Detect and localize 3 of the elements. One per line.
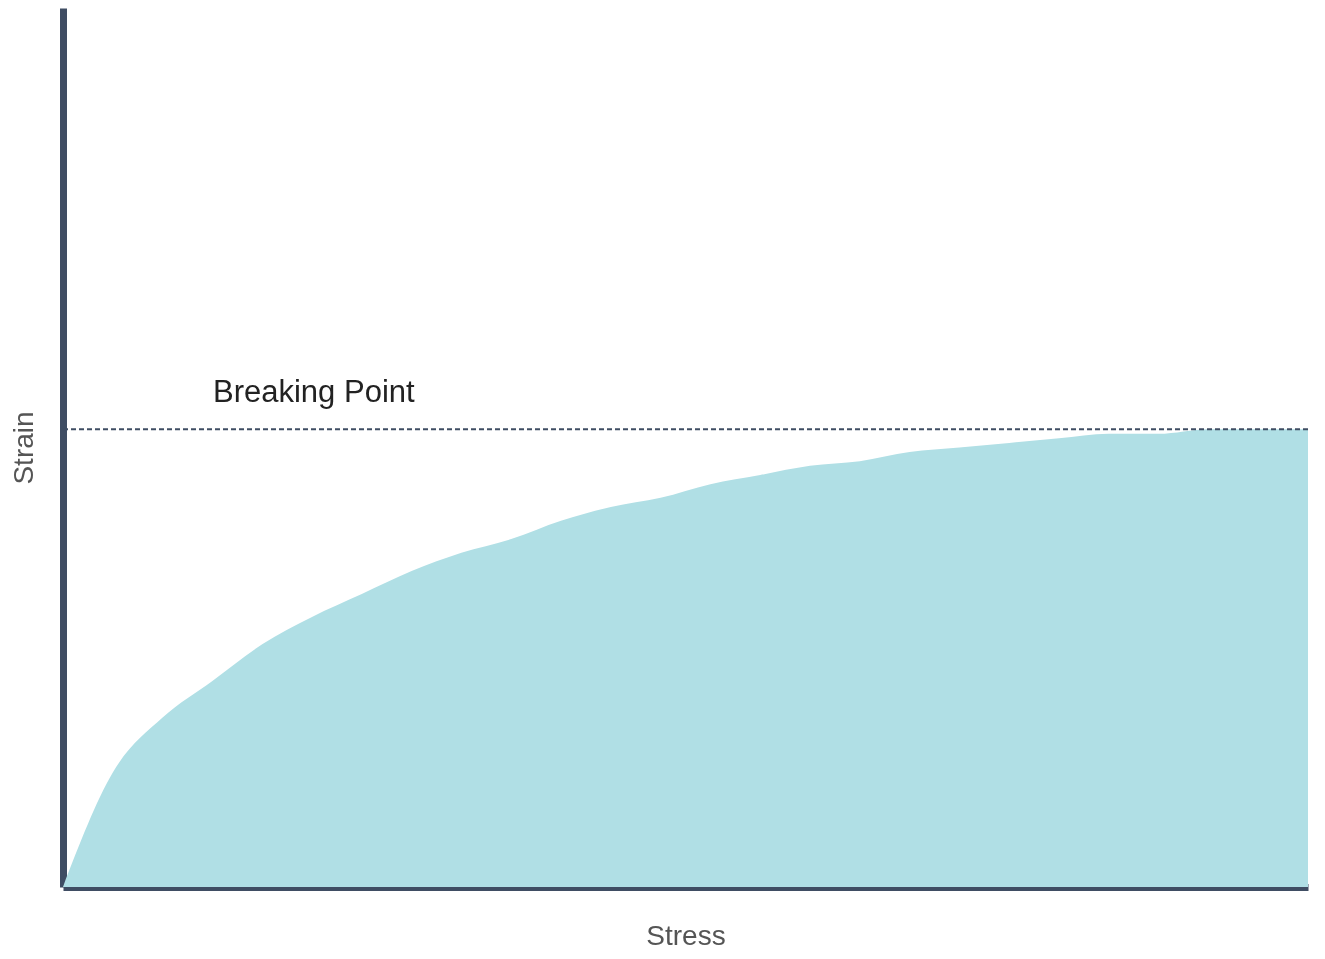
ref-line-label: Breaking Point (213, 374, 416, 410)
y-axis-title: Strain (7, 411, 39, 485)
x-axis-title: Stress (646, 919, 726, 951)
